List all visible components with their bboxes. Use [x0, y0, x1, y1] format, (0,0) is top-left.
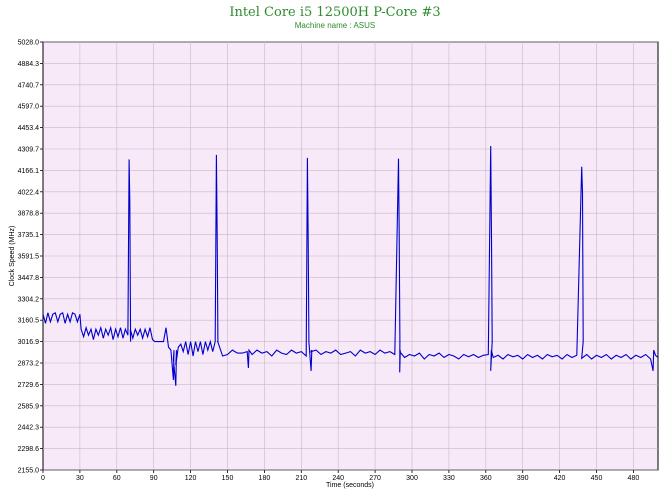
series-line — [42, 145, 659, 386]
x-tick-label: 420 — [554, 475, 566, 482]
x-tick-label: 0 — [41, 475, 45, 482]
y-tick-label: 4884.3 — [18, 61, 40, 68]
y-axis-ticks: 2155.0 2298.6 2442.3 2585.9 2729.6 2873.2 3016… — [18, 40, 43, 475]
x-tick-label: 390 — [517, 475, 529, 482]
x-tick-label: 450 — [591, 475, 603, 482]
y-tick-label: 2298.6 — [18, 446, 40, 453]
y-tick-label: 4309.7 — [18, 147, 40, 154]
x-tick-label: 270 — [369, 475, 381, 482]
x-tick-label: 180 — [259, 475, 271, 482]
x-tick-label: 120 — [185, 475, 197, 482]
y-tick-label: 3447.8 — [18, 275, 40, 282]
y-tick-label: 3016.9 — [18, 339, 40, 346]
x-tick-label: 90 — [150, 475, 158, 482]
y-tick-label: 3878.8 — [18, 211, 40, 218]
y-tick-label: 2442.3 — [18, 425, 40, 432]
y-tick-label: 2585.9 — [18, 403, 40, 410]
x-tick-label: 150 — [222, 475, 234, 482]
y-axis-label: Clock Speed (MHz) — [9, 226, 16, 287]
y-tick-label: 3591.5 — [18, 254, 40, 261]
y-tick-label: 2873.2 — [18, 361, 40, 368]
y-tick-label: 4597.0 — [18, 104, 40, 111]
x-tick-label: 330 — [443, 475, 455, 482]
x-axis-ticks: 0 30 60 90 120 150 180 210 240 270 300 330 360 390 420… — [41, 470, 639, 482]
y-tick-label: 4453.4 — [18, 125, 40, 132]
y-tick-label: 4740.7 — [18, 82, 40, 89]
grid-lines — [43, 41, 658, 471]
y-tick-label: 4022.4 — [18, 189, 40, 196]
x-tick-label: 30 — [76, 475, 84, 482]
x-tick-label: 210 — [295, 475, 307, 482]
y-tick-label: 3735.1 — [18, 232, 40, 239]
y-tick-label: 5028.0 — [18, 40, 40, 47]
x-tick-label: 300 — [406, 475, 418, 482]
x-tick-label: 480 — [628, 475, 640, 482]
y-tick-label: 4166.1 — [18, 168, 40, 175]
y-tick-label: 3160.5 — [18, 318, 40, 325]
chart-subtitle: Machine name : ASUS — [295, 21, 375, 30]
chart-title: Intel Core i5 12500H P-Core #3 — [229, 5, 440, 20]
x-tick-label: 60 — [113, 475, 121, 482]
y-tick-label: 3304.2 — [18, 296, 40, 303]
y-tick-label: 2729.6 — [18, 382, 40, 389]
x-tick-label: 360 — [480, 475, 492, 482]
x-tick-label: 240 — [332, 475, 344, 482]
y-tick-label: 2155.0 — [18, 468, 40, 475]
x-axis-label: Time (seconds) — [326, 482, 374, 489]
